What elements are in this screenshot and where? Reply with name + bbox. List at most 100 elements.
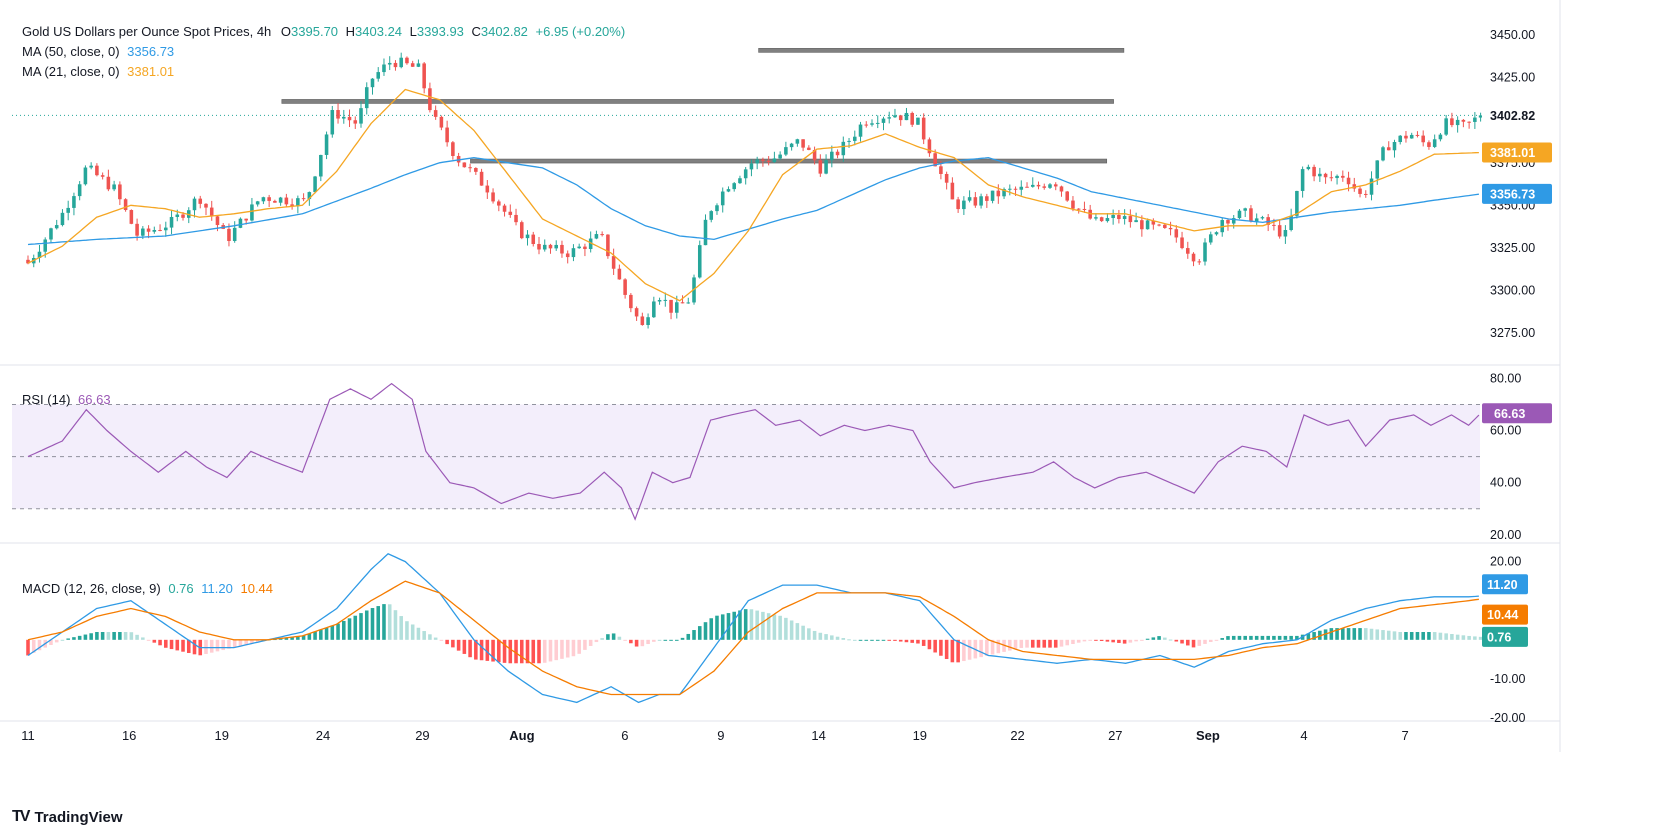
candle-body (1289, 215, 1293, 231)
candle-body (1358, 188, 1362, 194)
macd-histogram-bar (1145, 638, 1150, 640)
candle-body (835, 151, 840, 156)
macd-histogram-bar (1157, 636, 1161, 640)
macd-histogram-bar (60, 639, 65, 641)
candle-body (967, 197, 972, 201)
macd-histogram-bar (565, 639, 570, 658)
candle-body (1421, 135, 1425, 143)
candle-body (158, 229, 162, 231)
macd-histogram-bar (66, 638, 70, 640)
candle-body (410, 63, 415, 67)
candle-body (554, 244, 558, 249)
macd-histogram-bar (462, 639, 467, 654)
macd-histogram-bar (1076, 639, 1081, 643)
candle-body (1208, 234, 1213, 243)
macd-histogram-bar (990, 639, 995, 655)
ma50-badge: 3356.73 (1490, 187, 1535, 201)
candle-body (1157, 224, 1161, 226)
candle-body (1329, 177, 1334, 179)
candle-body (1042, 186, 1047, 188)
macd-hist-badge-bg (1482, 626, 1528, 647)
open-label: O (280, 24, 292, 39)
candle-body (1094, 217, 1098, 219)
resistance-line (281, 99, 1114, 104)
candle-body (474, 168, 478, 172)
candle-body (284, 197, 289, 205)
price-tick-label: 3325.00 (1490, 241, 1535, 255)
macd-histogram-bar (583, 639, 587, 650)
candle-body (250, 204, 254, 221)
candle-body (1312, 166, 1316, 177)
candle-body (456, 155, 461, 163)
macd-histogram-bar (933, 639, 937, 653)
macd-histogram-bar (789, 620, 794, 640)
candle-body (1099, 217, 1104, 222)
macd-histogram-bar (1099, 639, 1104, 641)
macd-histogram-bar (657, 639, 662, 641)
macd-histogram-bar (519, 639, 524, 664)
macd-histogram-bar (31, 639, 36, 653)
macd-legend: MACD (12, 26, close, 9) 0.76 11.20 10.44 (22, 580, 273, 598)
macd-histogram-bar (864, 639, 869, 641)
candle-body (784, 147, 788, 155)
candle-body (106, 176, 111, 190)
candle-body (726, 189, 731, 192)
macd-histogram-bar (1467, 635, 1471, 640)
ma21-badge: 3381.01 (1490, 146, 1535, 160)
candle-body (405, 57, 409, 64)
candle-body (789, 143, 794, 148)
macd-histogram-bar (169, 639, 174, 650)
candle-body (164, 227, 168, 231)
candle-body (1048, 184, 1052, 188)
candle-body (175, 214, 180, 217)
candle-body (927, 139, 932, 154)
macd-histogram-bar (1249, 635, 1253, 640)
candle-body (858, 124, 863, 137)
candle-body (962, 200, 966, 210)
candle-body (1163, 224, 1167, 228)
rsi-badge: 66.63 (1494, 407, 1525, 421)
candle-body (904, 112, 909, 121)
candle-body (169, 216, 174, 228)
candle-body (227, 228, 231, 242)
ma50-badge-bg (1482, 183, 1552, 204)
candle-body (1122, 216, 1127, 220)
candle-body (370, 78, 375, 88)
macd-histogram-bar (238, 639, 243, 647)
macd-histogram-bar (95, 632, 99, 640)
candle-body (852, 136, 857, 141)
candle-body (732, 183, 736, 190)
macd-hist-badge: 0.76 (1487, 630, 1511, 644)
candle-body (1404, 135, 1408, 139)
resistance-line (758, 48, 1125, 53)
close-value: 3402.82 (480, 24, 528, 39)
candle-body (686, 302, 691, 304)
macd-histogram-bar (319, 629, 323, 640)
macd-histogram-bar (1163, 637, 1167, 640)
candle-body (1427, 142, 1431, 147)
ma21-badge-bg (1482, 142, 1552, 163)
macd-histogram-bar (370, 608, 375, 640)
macd-histogram-bar (841, 638, 846, 640)
macd-histogram-bar (795, 623, 800, 640)
macd-histogram-bar (364, 610, 369, 640)
macd-histogram-bar (985, 639, 989, 656)
candle-body (640, 316, 645, 326)
candle-body (519, 222, 524, 239)
macd-histogram-bar (996, 639, 1001, 654)
candle-body (1082, 208, 1087, 210)
candle-body (330, 110, 335, 135)
candle-body (985, 196, 989, 201)
macd-histogram-bar (445, 639, 449, 645)
candle-body (1467, 121, 1471, 123)
macd-histogram-bar (209, 639, 214, 653)
macd-histogram-bar (967, 639, 972, 660)
tradingview-brand[interactable]: TV TradingView (12, 808, 123, 826)
macd-histogram-bar (405, 621, 409, 640)
candle-body (646, 317, 650, 326)
candle-body (1174, 229, 1179, 238)
candle-body (652, 301, 656, 318)
candle-body (342, 116, 346, 119)
candle-body (387, 62, 392, 65)
candle-body (95, 165, 99, 176)
